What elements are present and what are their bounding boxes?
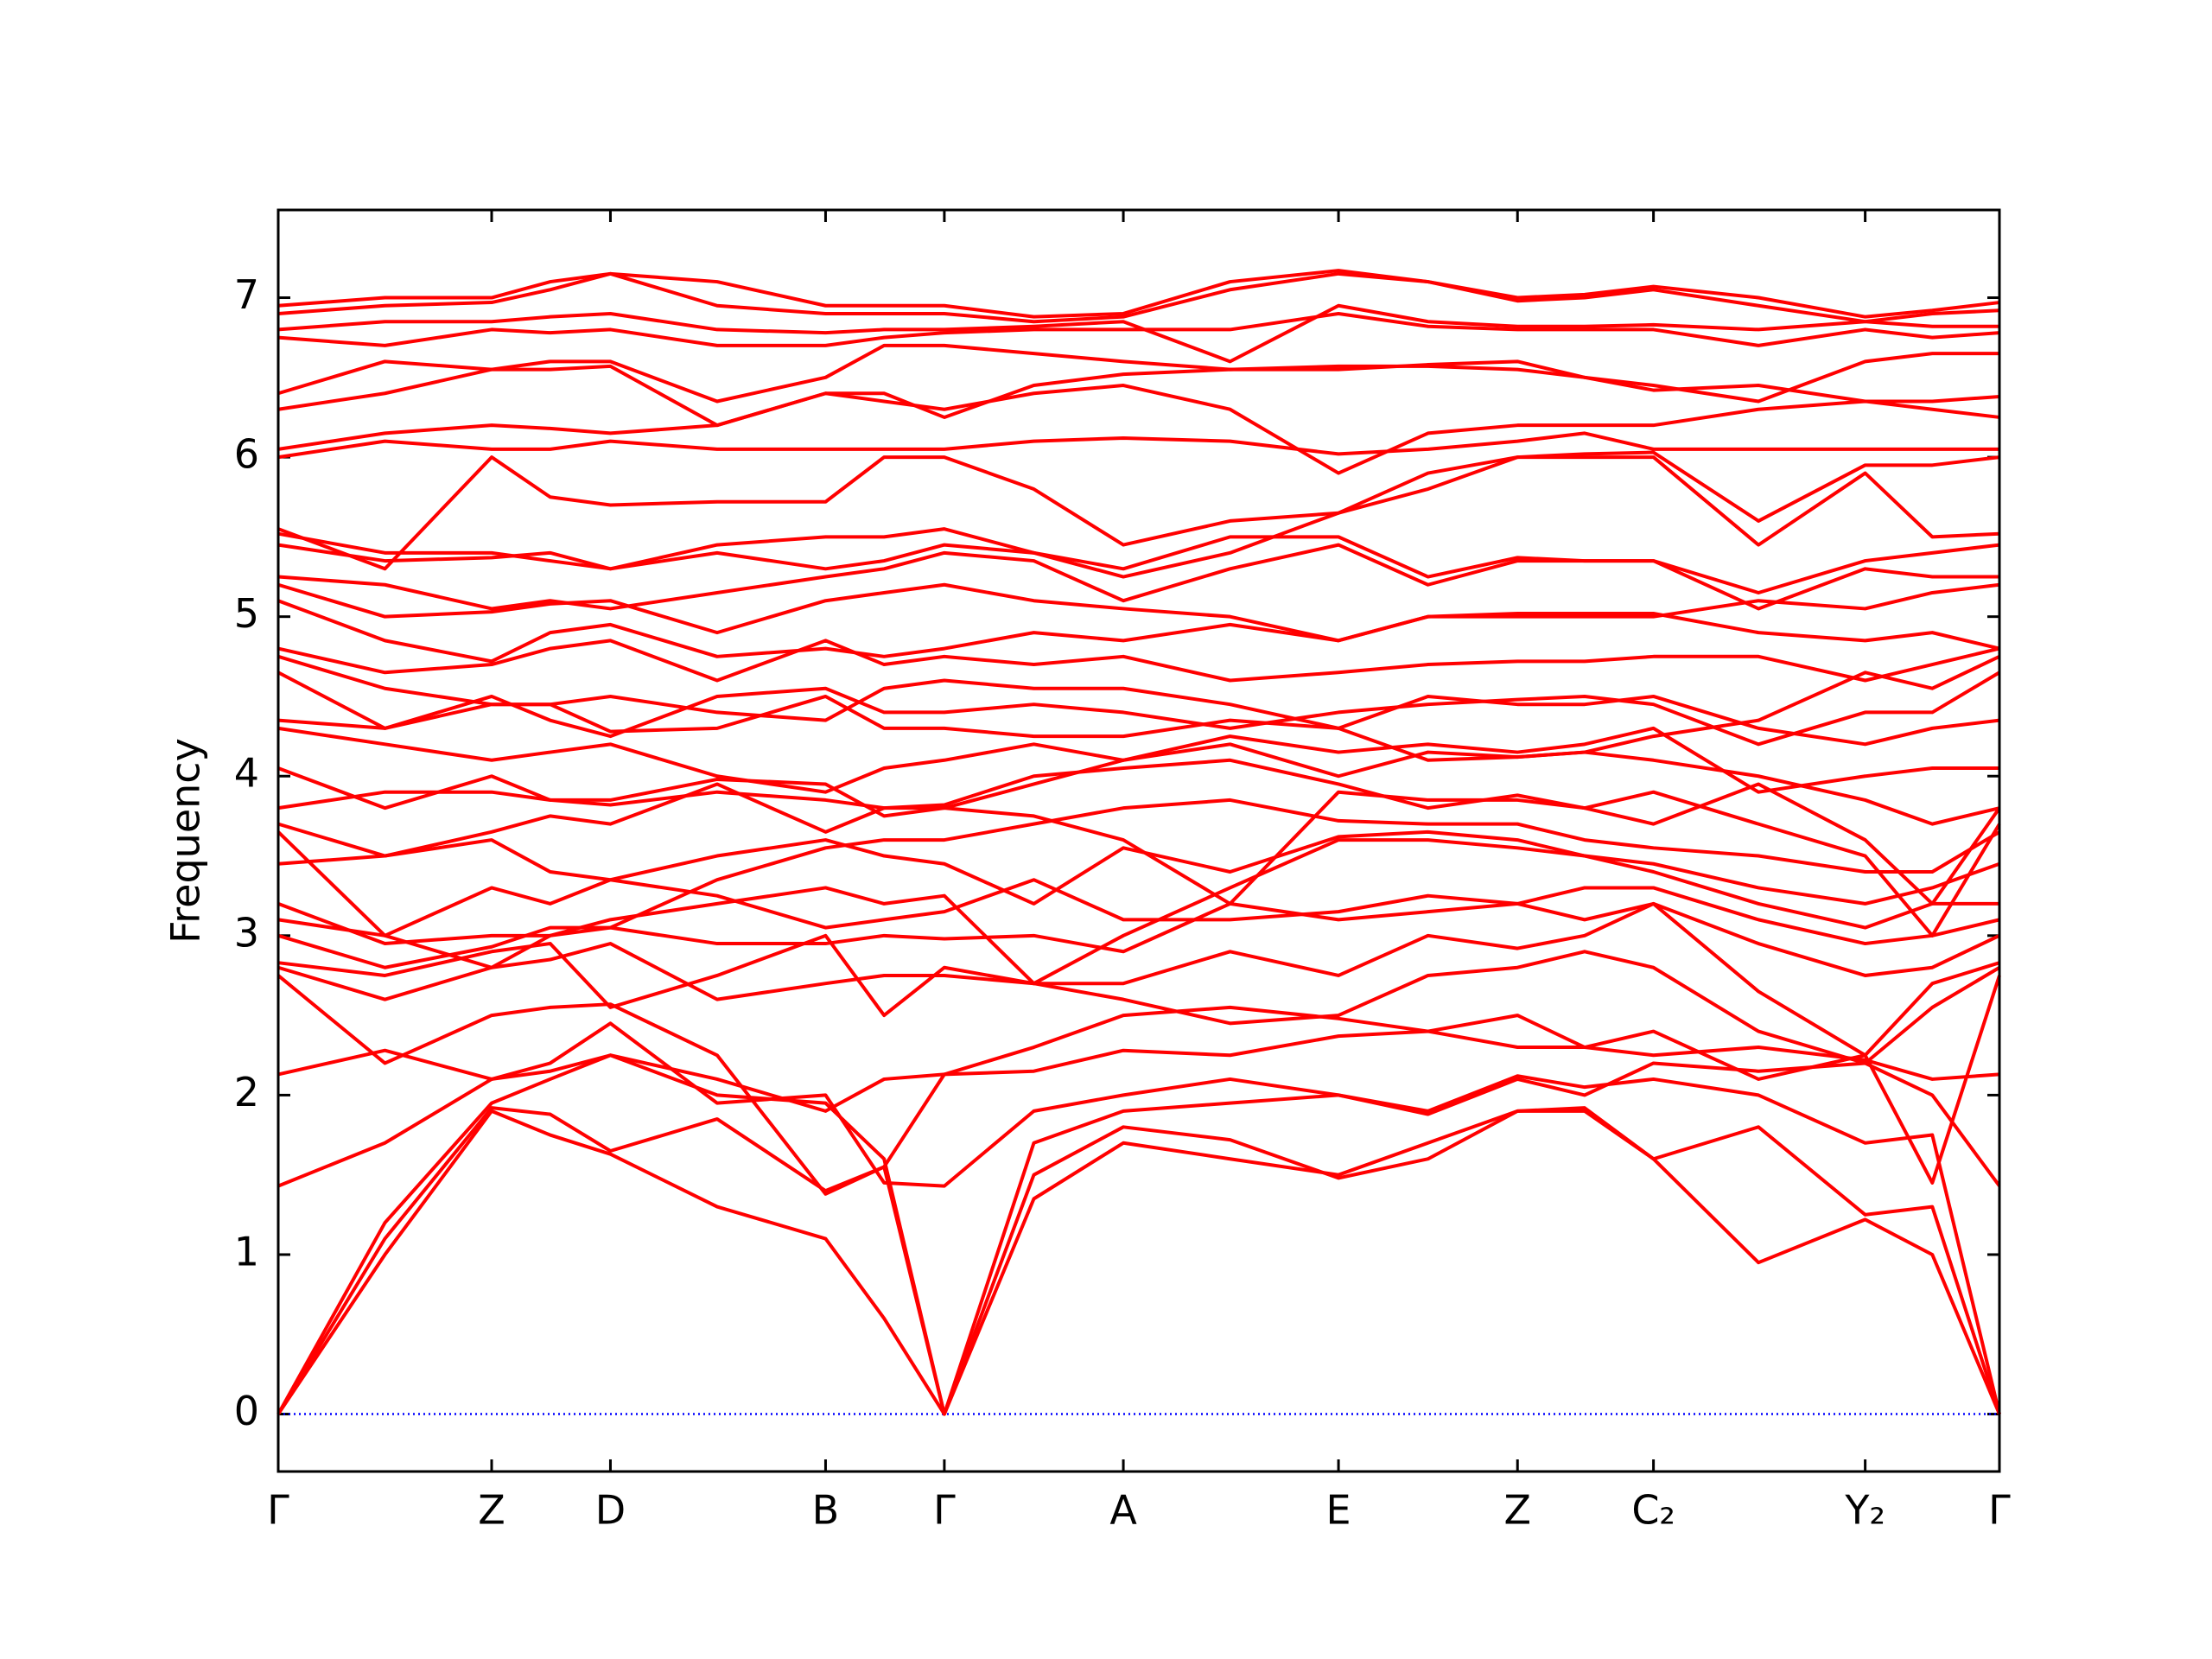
band-line [277, 639, 2000, 683]
band-line [276, 974, 2001, 1196]
band-line [277, 830, 2000, 906]
y-tick-label: 1 [234, 1228, 259, 1274]
y-tick-label: 3 [234, 909, 259, 956]
band-line [277, 455, 2000, 579]
band-line [276, 1106, 2001, 1416]
band-line [277, 450, 2000, 571]
x-tick-label: E [1326, 1487, 1351, 1534]
band-line [277, 269, 2000, 319]
band-line [277, 311, 2000, 347]
y-tick-label: 2 [234, 1069, 259, 1116]
x-tick-label: Z [1503, 1487, 1531, 1534]
y-tick-label: 7 [234, 271, 259, 318]
band-line [276, 1106, 2001, 1416]
band-line [277, 599, 2000, 664]
y-tick-label: 0 [234, 1388, 259, 1434]
x-tick-label: Z [478, 1487, 505, 1534]
plot-frame [276, 208, 2001, 1473]
band-line [277, 726, 1999, 794]
x-tick-label: Γ [933, 1487, 956, 1534]
band-line [277, 901, 2000, 977]
band-line [276, 1053, 2001, 1416]
band-line [277, 271, 2000, 324]
band-line [277, 431, 1999, 460]
x-tick-label: Y₂ [1844, 1487, 1885, 1534]
band-line [277, 364, 2000, 428]
y-tick-label: 6 [234, 431, 259, 478]
band-line [277, 343, 1999, 404]
band-line [277, 1014, 2000, 1113]
x-tick-label: Γ [267, 1487, 289, 1534]
y-tick-label: 5 [234, 590, 259, 637]
band-line [277, 654, 2000, 762]
band-line [277, 694, 2000, 747]
band-line [277, 535, 2000, 594]
band-line [276, 798, 2001, 969]
band-line [277, 942, 2001, 1065]
band-line [277, 878, 2000, 946]
y-axis-label: Frequency [162, 738, 209, 944]
x-tick-label: Γ [1988, 1487, 2011, 1534]
x-tick-label: B [812, 1487, 840, 1534]
band-line [277, 1021, 2001, 1188]
x-tick-label: D [595, 1487, 626, 1534]
band-line [277, 671, 2001, 747]
x-tick-label: A [1109, 1487, 1137, 1534]
band-line [277, 303, 1999, 364]
x-tick-label: C₂ [1631, 1487, 1675, 1534]
band-line [277, 782, 2001, 938]
band-line [277, 543, 1999, 611]
y-tick-label: 4 [234, 750, 259, 797]
band-line [277, 838, 1999, 986]
band-line [277, 901, 2000, 1058]
band-line [277, 384, 2000, 475]
